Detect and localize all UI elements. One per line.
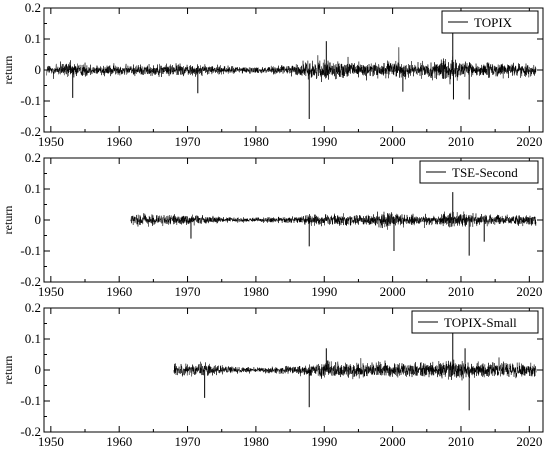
y-tick-label: 0 bbox=[35, 62, 42, 77]
y-tick-label: -0.1 bbox=[20, 93, 41, 108]
x-tick-label: 1990 bbox=[311, 434, 337, 449]
series-line-tse-second bbox=[130, 210, 537, 230]
y-tick-label: 0 bbox=[35, 362, 42, 377]
panel-tse-second: 1950 1960 1970 1980 1990 2000 2010 2020 0.2 0.1 0 -… bbox=[1, 150, 544, 299]
x-tick-label: 1980 bbox=[243, 134, 269, 149]
y-tick-label: -0.1 bbox=[20, 393, 41, 408]
y-tick-label: 0.1 bbox=[25, 331, 41, 346]
y-tick-label: 0.1 bbox=[25, 31, 41, 46]
legend-label: TOPIX bbox=[474, 15, 513, 30]
y-tick-label: -0.2 bbox=[20, 124, 41, 139]
y-tick-label: 0.2 bbox=[25, 300, 41, 315]
x-tick-label: 1990 bbox=[311, 134, 337, 149]
x-tick-label: 1980 bbox=[243, 284, 269, 299]
x-tick-label: 1980 bbox=[243, 434, 269, 449]
y-tick-label: 0.2 bbox=[25, 0, 41, 15]
x-tick-label: 2020 bbox=[516, 434, 542, 449]
y-tick-label: -0.1 bbox=[20, 243, 41, 258]
y-tick-label: 0.2 bbox=[25, 150, 41, 165]
chart-panels: 1950 1960 1970 1980 1990 2000 2010 2020 0.2 0.1 0 -… bbox=[1, 0, 544, 449]
panel-topix: 1950 1960 1970 1980 1990 2000 2010 2020 0.2 0.1 0 -… bbox=[1, 0, 544, 149]
x-tick-label: 2020 bbox=[516, 134, 542, 149]
series-line-topix-small bbox=[173, 357, 537, 381]
legend-label: TSE-Second bbox=[452, 165, 518, 180]
x-tick-label: 2010 bbox=[448, 284, 474, 299]
x-tick-label: 1970 bbox=[175, 284, 201, 299]
x-tick-label: 2000 bbox=[380, 134, 406, 149]
x-tick-label: 2020 bbox=[516, 284, 542, 299]
y-axis-label: return bbox=[1, 356, 15, 385]
x-tick-label: 1970 bbox=[175, 434, 201, 449]
legend-box bbox=[419, 160, 539, 184]
x-tick-label: 1950 bbox=[38, 284, 64, 299]
series-line-topix bbox=[46, 47, 537, 85]
x-tick-label: 2010 bbox=[448, 434, 474, 449]
legend-box bbox=[411, 310, 539, 334]
panel-topix-small: 1950 1960 1970 1980 1990 2000 2010 2020 0.2 0.1 0 -… bbox=[1, 300, 544, 449]
x-tick-label: 2000 bbox=[380, 434, 406, 449]
x-tick-label: 1990 bbox=[311, 284, 337, 299]
y-tick-label: 0.1 bbox=[25, 181, 41, 196]
y-tick-label: -0.2 bbox=[20, 424, 41, 439]
x-tick-label: 2000 bbox=[380, 284, 406, 299]
y-tick-label: -0.2 bbox=[20, 274, 41, 289]
x-tick-label: 1970 bbox=[175, 134, 201, 149]
x-tick-label: 2010 bbox=[448, 134, 474, 149]
legend-label: TOPIX-Small bbox=[444, 315, 517, 330]
y-axis-label: return bbox=[1, 206, 15, 235]
x-tick-label: 1960 bbox=[106, 134, 132, 149]
x-tick-label: 1950 bbox=[38, 134, 64, 149]
x-tick-label: 1960 bbox=[106, 284, 132, 299]
legend-box bbox=[441, 10, 539, 34]
y-axis-label: return bbox=[1, 56, 15, 85]
x-tick-label: 1950 bbox=[38, 434, 64, 449]
x-tick-label: 1960 bbox=[106, 434, 132, 449]
y-tick-label: 0 bbox=[35, 212, 42, 227]
